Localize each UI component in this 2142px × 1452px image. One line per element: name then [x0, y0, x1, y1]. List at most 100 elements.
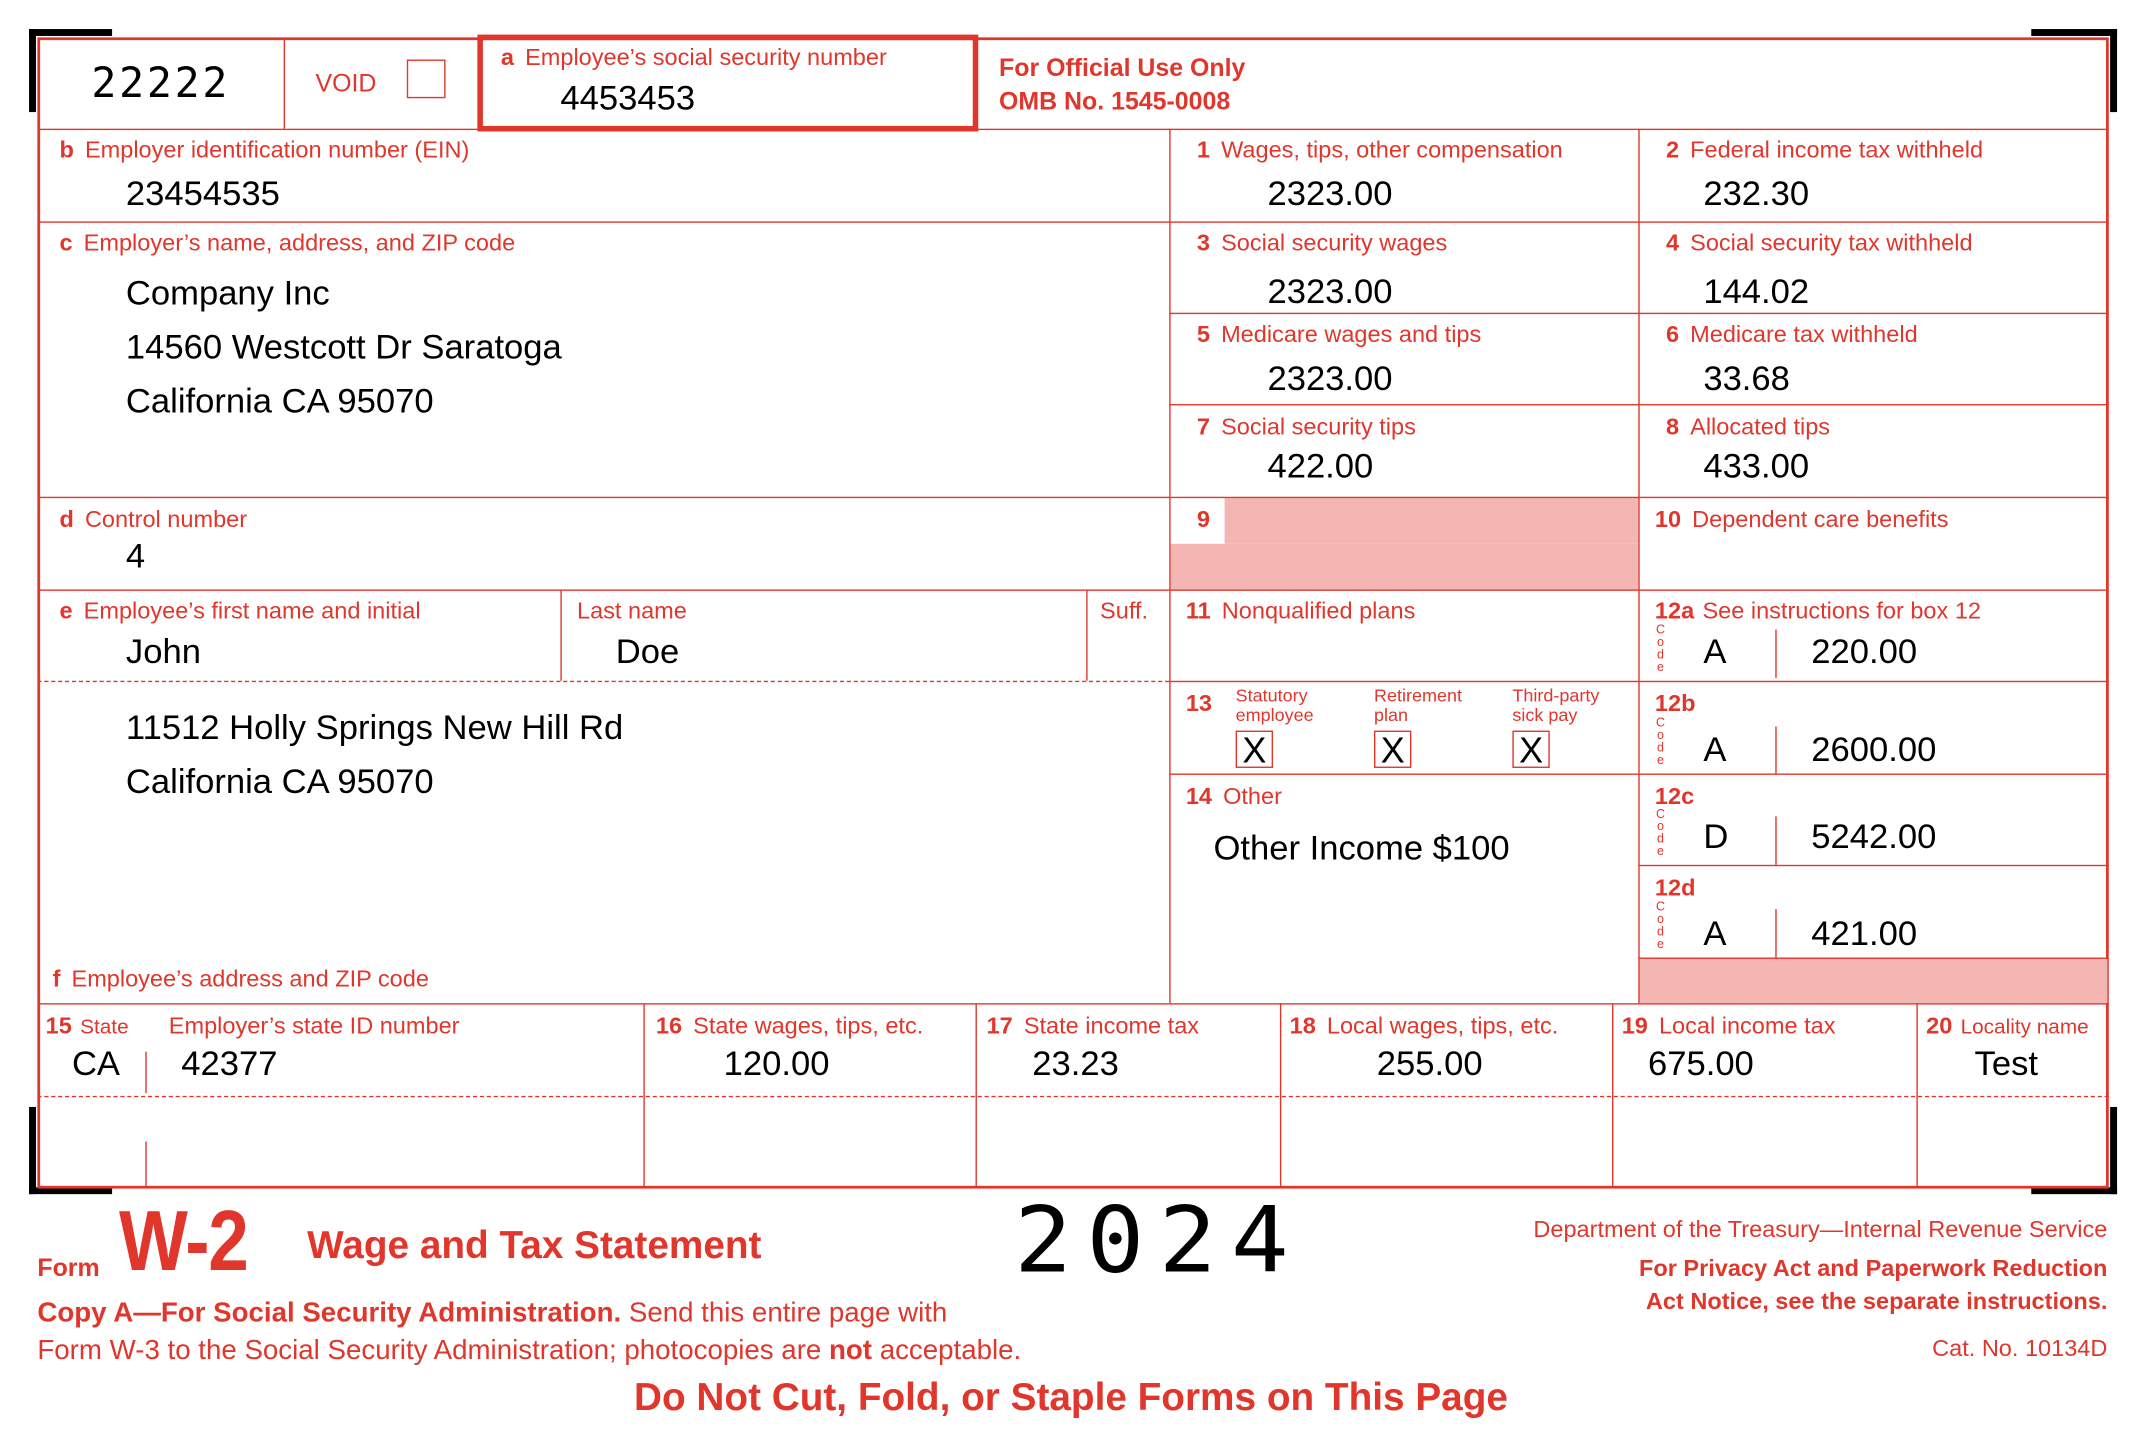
employer-street: 14560 Westcott Dr Saratoga — [125, 327, 562, 367]
box-12d-value: 421.00 — [1811, 914, 1918, 954]
form-text: e — [1656, 844, 1664, 858]
retirement-checkbox[interactable]: X — [1374, 730, 1412, 768]
form-text: 16 State wages, tips, etc. — [656, 1013, 923, 1041]
void-checkbox[interactable] — [406, 59, 446, 99]
form-text: o — [1656, 911, 1664, 926]
form-text: C — [1655, 622, 1665, 637]
form-text: 3 Social security wages — [1197, 230, 1447, 258]
divider — [37, 680, 1170, 683]
form-text: 6 Medicare tax withheld — [1666, 321, 1918, 349]
employer-label: Employer’s name, address, and ZIP code — [83, 229, 516, 256]
form-text: 12b — [1655, 690, 1707, 718]
corner-mark — [29, 1187, 113, 1195]
state-id-label: Employer’s state ID number — [168, 1012, 460, 1040]
sick-pay-checkbox[interactable]: X — [1512, 730, 1550, 768]
box-12a-code: A — [1703, 632, 1727, 672]
ein-value: 23454535 — [125, 174, 280, 214]
form-text: 11 Nonqualified plans — [1186, 598, 1416, 626]
divider — [1638, 864, 2109, 867]
form-text: Copy A—For Social Security Administratio… — [37, 1298, 947, 1330]
form-text: Form W-3 to the Social Security Administ… — [37, 1335, 829, 1366]
box-19-value: 675.00 — [1647, 1044, 1754, 1084]
divider — [37, 496, 2109, 499]
form-text: 9 — [1197, 506, 1221, 534]
box-9-label: 9 — [1196, 506, 1211, 533]
form-text: sick pay — [1512, 704, 1578, 726]
do-not-cut-warning: Do Not Cut, Fold, or Staple Forms on Thi… — [634, 1375, 1508, 1419]
box-9-shade — [1224, 498, 1639, 544]
form-text: 15 — [45, 1012, 72, 1040]
form-text: o — [1656, 819, 1664, 833]
divider — [37, 1095, 2109, 1098]
corner-mark — [2110, 1106, 2118, 1195]
box-2-label: Federal income tax withheld — [1690, 136, 1984, 164]
form-text: 5 Medicare wages and tips — [1197, 321, 1481, 349]
corner-mark — [29, 29, 113, 36]
form-text: 17 — [986, 1012, 1013, 1040]
form-text: c Employer’s name, address, and ZIP code — [59, 230, 515, 258]
divider — [560, 589, 562, 681]
form-text: e — [1656, 660, 1664, 674]
form-text: 1 — [1196, 136, 1211, 164]
divider — [37, 589, 2109, 591]
form-text: 12a — [1654, 597, 1695, 625]
form-text: Retirement — [1374, 684, 1462, 706]
form-text: d — [1656, 740, 1664, 755]
form-text: f — [52, 965, 61, 993]
form-text: Third-party — [1512, 684, 1600, 706]
form-name: W-2 — [118, 1194, 249, 1290]
box-14-value: Other Income $100 — [1213, 828, 1510, 868]
form-text: e — [1656, 936, 1664, 951]
form-text: 1 Wages, tips, other compensation — [1197, 137, 1563, 165]
ein-label: Employer identification number (EIN) — [84, 136, 470, 164]
form-text: b Employer identification number (EIN) — [59, 137, 469, 165]
form-text: d — [1656, 924, 1664, 939]
box-15-label: State — [80, 1015, 129, 1040]
employee-address-label: Employee’s address and ZIP code — [71, 965, 429, 993]
box-a-ssn[interactable] — [477, 34, 979, 132]
box-12c-code: D — [1703, 817, 1729, 857]
box-12a-label: See instructions for box 12 — [1702, 597, 1981, 625]
box-8-label: Allocated tips — [1690, 413, 1831, 441]
box-5-label: Medicare wages and tips — [1221, 321, 1482, 348]
control-label: Control number — [84, 506, 248, 533]
divider — [145, 1141, 147, 1188]
box-4-label: Social security tax withheld — [1690, 229, 1973, 256]
sick-pay-label: Third-party sick pay — [1512, 686, 1599, 725]
last-name-value: Doe — [615, 632, 680, 672]
form-text: c — [59, 229, 73, 256]
box-12c-value: 5242.00 — [1811, 817, 1937, 857]
corner-mark — [29, 29, 36, 113]
corner-mark — [2031, 1187, 2118, 1195]
form-text: Send this entire page with — [621, 1297, 948, 1329]
box-12b-label: 12b — [1654, 690, 1696, 717]
box-12c-label: 12c — [1654, 783, 1695, 810]
box-20-value: Test — [1974, 1044, 2038, 1084]
form-text: 18 — [1289, 1012, 1316, 1040]
form-text: e — [1656, 752, 1664, 767]
form-text: 7 Social security tips — [1197, 414, 1416, 442]
form-text: 12a See instructions for box 12 — [1655, 598, 1981, 626]
state-id-value: 42377 — [181, 1044, 278, 1084]
divider — [37, 128, 2109, 131]
form-text: o — [1656, 635, 1664, 649]
form-text: C — [1655, 899, 1665, 914]
form-text: 3 — [1196, 229, 1211, 256]
box-12d-code: A — [1703, 914, 1727, 954]
form-text: Statutory — [1235, 684, 1308, 706]
box-4-value: 144.02 — [1703, 272, 1810, 312]
form-text: 5 — [1196, 321, 1211, 348]
tax-year: 2024 — [1014, 1187, 1304, 1294]
form-text: o — [1656, 727, 1664, 742]
form-text: e Employee’s first name and initial — [59, 598, 420, 626]
statutory-checkbox[interactable]: X — [1235, 730, 1274, 768]
box-5-value: 2323.00 — [1267, 359, 1393, 399]
form-text: f Employee’s address and ZIP code — [53, 966, 429, 994]
divider — [1638, 957, 2109, 959]
form-text: acceptable. — [872, 1335, 1022, 1366]
state-value: CA — [71, 1044, 121, 1084]
box-18-value: 255.00 — [1376, 1044, 1483, 1084]
form-text: 13 — [1186, 690, 1223, 718]
